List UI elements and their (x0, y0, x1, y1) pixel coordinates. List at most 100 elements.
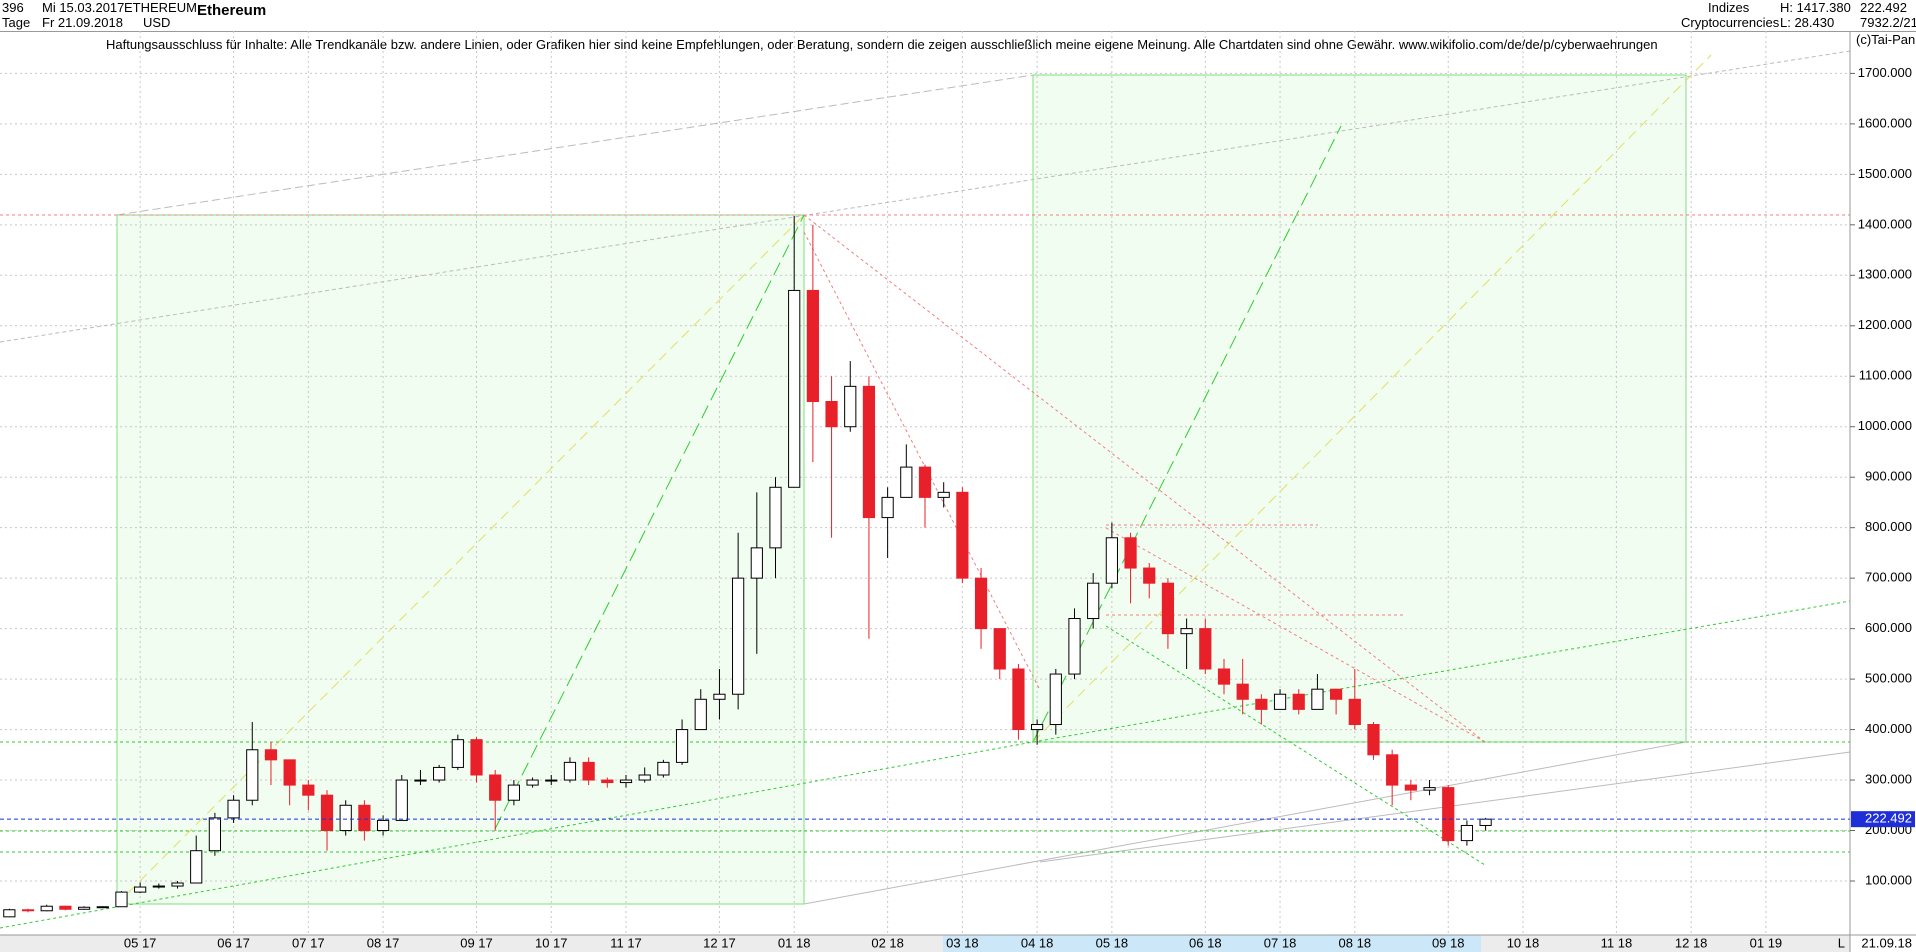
ratio: 7932.2/21 (1860, 15, 1916, 30)
trend-line (1105, 527, 1486, 743)
candle-body (1404, 784, 1417, 791)
drawings (0, 50, 1851, 929)
candle-body (1105, 537, 1118, 584)
y-tick-label: 100.000 (1865, 872, 1912, 887)
candle-body (601, 779, 614, 784)
x-tick-label: 08 17 (367, 935, 400, 950)
candle-body (1124, 537, 1137, 569)
x-tick-label: 07 18 (1264, 935, 1297, 950)
trend-line (1032, 600, 1851, 743)
period[interactable]: Tage (2, 15, 31, 30)
candle-body (1180, 628, 1193, 635)
drawings-background (116, 74, 1687, 905)
candle-body (470, 739, 483, 776)
candle-body (152, 885, 165, 888)
candle-body (619, 779, 633, 784)
x-tick-label: 05 18 (1096, 935, 1129, 950)
candle-body (283, 759, 296, 786)
x-tick-label: 11 18 (1601, 935, 1633, 950)
low: L: 28.430 (1780, 15, 1835, 30)
candle-body (1068, 618, 1081, 675)
candle-body (694, 698, 707, 731)
y-tick-label: 1500.000 (1858, 166, 1912, 181)
candle-body (769, 486, 782, 549)
candle-body (171, 882, 184, 887)
trend-line (1039, 751, 1851, 863)
y-tick-label: 500.000 (1865, 671, 1912, 686)
candle-body (1049, 673, 1062, 726)
price: 222.492 (1860, 0, 1907, 15)
candle-body (937, 491, 950, 498)
candle-body (956, 491, 969, 579)
candle-body (1255, 698, 1268, 710)
candle-body (21, 909, 35, 912)
x-tick-label: 12 18 (1675, 935, 1708, 950)
y-tick-label: 1200.000 (1858, 317, 1912, 332)
candle-body (713, 693, 726, 700)
candle-body (675, 729, 689, 763)
candle-body (1012, 668, 1025, 731)
x-tick-label: 09 17 (460, 935, 493, 950)
candle-body (1273, 693, 1287, 710)
symbol: ETHEREUM (124, 0, 197, 15)
candle-body (1386, 754, 1399, 786)
candle-body (302, 784, 315, 796)
y-tick-label: 1000.000 (1858, 418, 1912, 433)
x-tick-label: 02 18 (871, 935, 904, 950)
candle-body (227, 799, 240, 819)
x-tick-label: 07 17 (292, 935, 325, 950)
title: Ethereum (197, 2, 267, 19)
candle-body (862, 385, 876, 519)
x-axis-strip (0, 935, 1850, 952)
trend-line (1032, 125, 1342, 743)
candle-body (582, 761, 595, 781)
candle-body (395, 779, 408, 821)
candle-body (844, 385, 857, 428)
trend-line (0, 741, 1034, 929)
x-tick-label: 11 17 (610, 935, 642, 950)
candle-body (1367, 724, 1380, 756)
candle-body (1236, 683, 1249, 700)
footer-marker: L (1838, 935, 1845, 950)
header-bar: 396 Tage Mi 15.03.2017 Fr 21.09.2018 ETH… (0, 0, 1916, 32)
disclaimer: Haftungsausschluss für Inhalte: Alle Tre… (106, 37, 1658, 52)
count[interactable]: 396 (2, 0, 24, 15)
candle-body (1423, 787, 1436, 791)
candle-body (1348, 698, 1361, 726)
candle-body (77, 906, 91, 910)
candle-body (358, 804, 371, 832)
candle-body (1143, 567, 1156, 584)
candle-body (825, 400, 838, 428)
y-tick-label: 400.000 (1865, 721, 1912, 736)
trend-line (803, 214, 1486, 743)
candle-body (788, 289, 801, 488)
trend-line (1105, 625, 1486, 866)
y-tick-label: 600.000 (1865, 620, 1912, 635)
trend-line (803, 741, 1687, 905)
box (1032, 74, 1687, 743)
start-date: Mi 15.03.2017 (42, 0, 125, 15)
grid (0, 31, 1850, 935)
candle-body (1442, 787, 1455, 842)
x-tick-label: 06 18 (1189, 935, 1222, 950)
candle-body (246, 749, 259, 801)
last-price-box (1851, 811, 1915, 828)
candle-body (1161, 582, 1175, 635)
candle-body (1292, 693, 1305, 710)
candle-body (1199, 628, 1212, 670)
candle-body (750, 547, 763, 579)
candle-body (40, 905, 53, 912)
candle-body (1031, 724, 1044, 731)
trend-line (116, 214, 805, 905)
candle-body (339, 804, 352, 832)
x-tick-label: 10 17 (535, 935, 568, 950)
candle-body (115, 891, 128, 908)
candle-body (1479, 818, 1492, 826)
candle-body (414, 779, 427, 782)
trend-line (1032, 54, 1712, 743)
y-tick-label: 300.000 (1865, 771, 1912, 786)
x-tick-label: 12 17 (703, 935, 736, 950)
candle-body (59, 905, 72, 910)
y-tick-label: 1400.000 (1858, 216, 1912, 231)
